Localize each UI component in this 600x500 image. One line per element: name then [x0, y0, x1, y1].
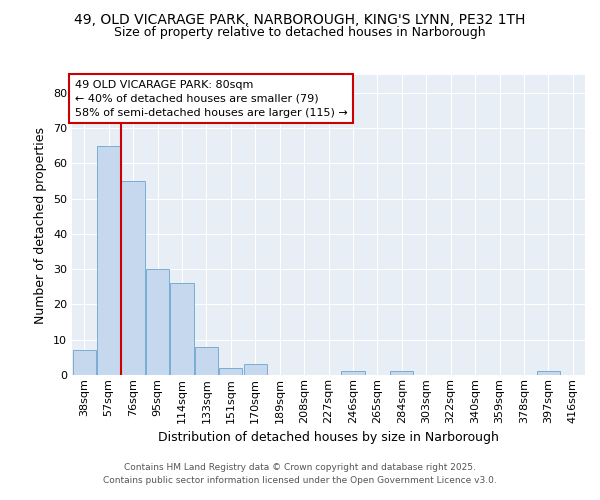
- Bar: [244, 364, 267, 375]
- Bar: [219, 368, 242, 375]
- Bar: [97, 146, 120, 375]
- Text: Contains public sector information licensed under the Open Government Licence v3: Contains public sector information licen…: [103, 476, 497, 485]
- Y-axis label: Number of detached properties: Number of detached properties: [34, 126, 47, 324]
- Bar: [146, 269, 169, 375]
- Text: Contains HM Land Registry data © Crown copyright and database right 2025.: Contains HM Land Registry data © Crown c…: [124, 462, 476, 471]
- Bar: [195, 347, 218, 375]
- Bar: [121, 181, 145, 375]
- Text: Size of property relative to detached houses in Narborough: Size of property relative to detached ho…: [114, 26, 486, 39]
- Bar: [341, 372, 365, 375]
- Text: 49 OLD VICARAGE PARK: 80sqm
← 40% of detached houses are smaller (79)
58% of sem: 49 OLD VICARAGE PARK: 80sqm ← 40% of det…: [74, 80, 347, 118]
- Bar: [390, 372, 413, 375]
- Text: 49, OLD VICARAGE PARK, NARBOROUGH, KING'S LYNN, PE32 1TH: 49, OLD VICARAGE PARK, NARBOROUGH, KING'…: [74, 12, 526, 26]
- Bar: [73, 350, 96, 375]
- Bar: [170, 283, 194, 375]
- Bar: [537, 372, 560, 375]
- X-axis label: Distribution of detached houses by size in Narborough: Distribution of detached houses by size …: [158, 431, 499, 444]
